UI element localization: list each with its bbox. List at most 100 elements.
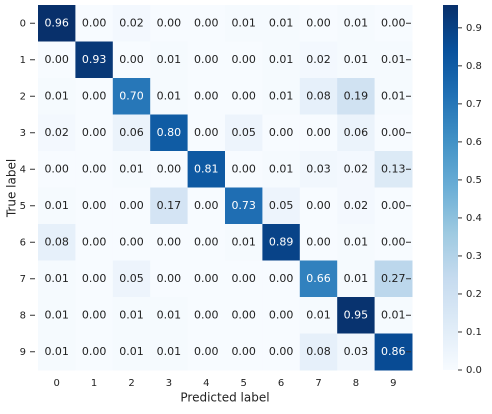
heatmap-cell bbox=[38, 260, 76, 298]
cell-label: 0.05 bbox=[269, 199, 294, 212]
heatmap-cell bbox=[150, 78, 189, 115]
heatmap-cell bbox=[337, 260, 376, 298]
heatmap-cell bbox=[187, 187, 226, 225]
cell-label: 0.81 bbox=[194, 162, 219, 175]
heatmap-cell bbox=[150, 333, 189, 371]
heatmap-cell bbox=[337, 114, 376, 152]
heatmap-cell bbox=[262, 78, 301, 115]
heatmap-cell bbox=[337, 297, 376, 334]
heatmap-cell bbox=[187, 41, 226, 79]
heatmap-cell bbox=[262, 297, 301, 334]
colorbar-tick-label: 0.0 bbox=[466, 365, 482, 376]
cell-label: 0.95 bbox=[344, 308, 369, 321]
heatmap-cell bbox=[337, 224, 376, 261]
cell-label: 0.01 bbox=[44, 345, 69, 358]
heatmap-cell bbox=[337, 187, 376, 225]
y-axis-title: True label bbox=[5, 159, 19, 218]
colorbar-tick-label: 0.1 bbox=[466, 327, 482, 338]
cell-label: 0.00 bbox=[119, 53, 144, 66]
heatmap-cell bbox=[150, 297, 189, 334]
cell-label: 0.00 bbox=[381, 199, 406, 212]
cell-label: 0.00 bbox=[194, 199, 219, 212]
heatmap-cell bbox=[225, 260, 263, 298]
heatmap-cell bbox=[75, 41, 114, 79]
cell-label: 0.00 bbox=[157, 272, 182, 285]
cell-label: 0.03 bbox=[344, 345, 369, 358]
heatmap-cell bbox=[38, 78, 76, 115]
cell-label: 0.06 bbox=[344, 126, 369, 139]
heatmap-cell bbox=[75, 114, 114, 152]
cell-label: 0.08 bbox=[306, 89, 331, 102]
cell-label: 0.00 bbox=[381, 16, 406, 29]
cell-label: 0.01 bbox=[269, 162, 294, 175]
cell-label: 0.00 bbox=[194, 16, 219, 29]
x-tick-label: 8 bbox=[353, 378, 359, 389]
colorbar-tick-label: 0.3 bbox=[466, 251, 482, 262]
heatmap-cell bbox=[112, 78, 151, 115]
cell-label: 0.01 bbox=[269, 16, 294, 29]
cell-label: 0.00 bbox=[231, 272, 256, 285]
cell-label: 0.00 bbox=[157, 162, 182, 175]
heatmap-cell bbox=[225, 151, 263, 188]
heatmap-cell bbox=[38, 333, 76, 371]
cell-label: 0.08 bbox=[44, 235, 69, 248]
heatmap-cell bbox=[150, 260, 189, 298]
cell-label: 0.01 bbox=[381, 53, 406, 66]
cell-label: 0.06 bbox=[119, 126, 144, 139]
cell-label: 0.00 bbox=[194, 89, 219, 102]
cell-label: 0.00 bbox=[269, 126, 294, 139]
heatmap-cell bbox=[38, 114, 76, 152]
cell-label: 0.00 bbox=[157, 16, 182, 29]
heatmap-cell bbox=[38, 224, 76, 261]
cell-label: 0.05 bbox=[119, 272, 144, 285]
y-tick-label: 5 bbox=[20, 201, 26, 212]
heatmap-cell bbox=[337, 333, 376, 371]
cell-label: 0.01 bbox=[344, 53, 369, 66]
cell-label: 0.00 bbox=[82, 199, 107, 212]
cell-label: 0.00 bbox=[44, 53, 69, 66]
heatmap-cell bbox=[262, 41, 301, 79]
heatmap-cell bbox=[75, 5, 114, 42]
x-tick-label: 3 bbox=[166, 378, 172, 389]
cell-label: 0.86 bbox=[381, 345, 406, 358]
heatmap-cell bbox=[262, 151, 301, 188]
cell-label: 0.02 bbox=[306, 53, 331, 66]
y-tick-label: 2 bbox=[20, 91, 26, 102]
x-tick-label: 1 bbox=[91, 378, 97, 389]
y-tick-label: 6 bbox=[20, 237, 26, 248]
cell-label: 0.01 bbox=[44, 272, 69, 285]
y-tick-label: 3 bbox=[20, 128, 26, 139]
cell-label: 0.01 bbox=[119, 345, 144, 358]
y-tick-label: 7 bbox=[20, 274, 26, 285]
colorbar-tick-label: 0.8 bbox=[466, 61, 482, 72]
cell-label: 0.01 bbox=[44, 308, 69, 321]
colorbar-tick-label: 0.7 bbox=[466, 99, 482, 110]
heatmap-cell bbox=[38, 297, 76, 334]
cell-label: 0.00 bbox=[269, 308, 294, 321]
y-tick-label: 4 bbox=[20, 164, 26, 175]
heatmap-cell bbox=[299, 41, 338, 79]
x-tick-label: 4 bbox=[203, 378, 209, 389]
heatmap-cell bbox=[262, 224, 301, 261]
heatmap-cell bbox=[225, 187, 263, 225]
heatmap-cell bbox=[187, 297, 226, 334]
cell-label: 0.01 bbox=[344, 235, 369, 248]
cell-label: 0.02 bbox=[344, 162, 369, 175]
cell-label: 0.00 bbox=[82, 272, 107, 285]
cell-label: 0.01 bbox=[269, 89, 294, 102]
heatmap-cell bbox=[112, 333, 151, 371]
cell-label: 0.01 bbox=[157, 53, 182, 66]
heatmap-cell bbox=[262, 114, 301, 152]
cell-label: 0.00 bbox=[194, 345, 219, 358]
cell-label: 0.17 bbox=[157, 199, 182, 212]
heatmap-cell bbox=[187, 114, 226, 152]
heatmap-cell bbox=[150, 187, 189, 225]
cell-label: 0.93 bbox=[82, 53, 107, 66]
heatmap-cell bbox=[225, 78, 263, 115]
heatmap-cell bbox=[262, 187, 301, 225]
x-axis-title: Predicted label bbox=[180, 391, 269, 405]
cell-label: 0.96 bbox=[44, 16, 69, 29]
cell-label: 0.80 bbox=[157, 126, 182, 139]
cell-label: 0.27 bbox=[381, 272, 406, 285]
